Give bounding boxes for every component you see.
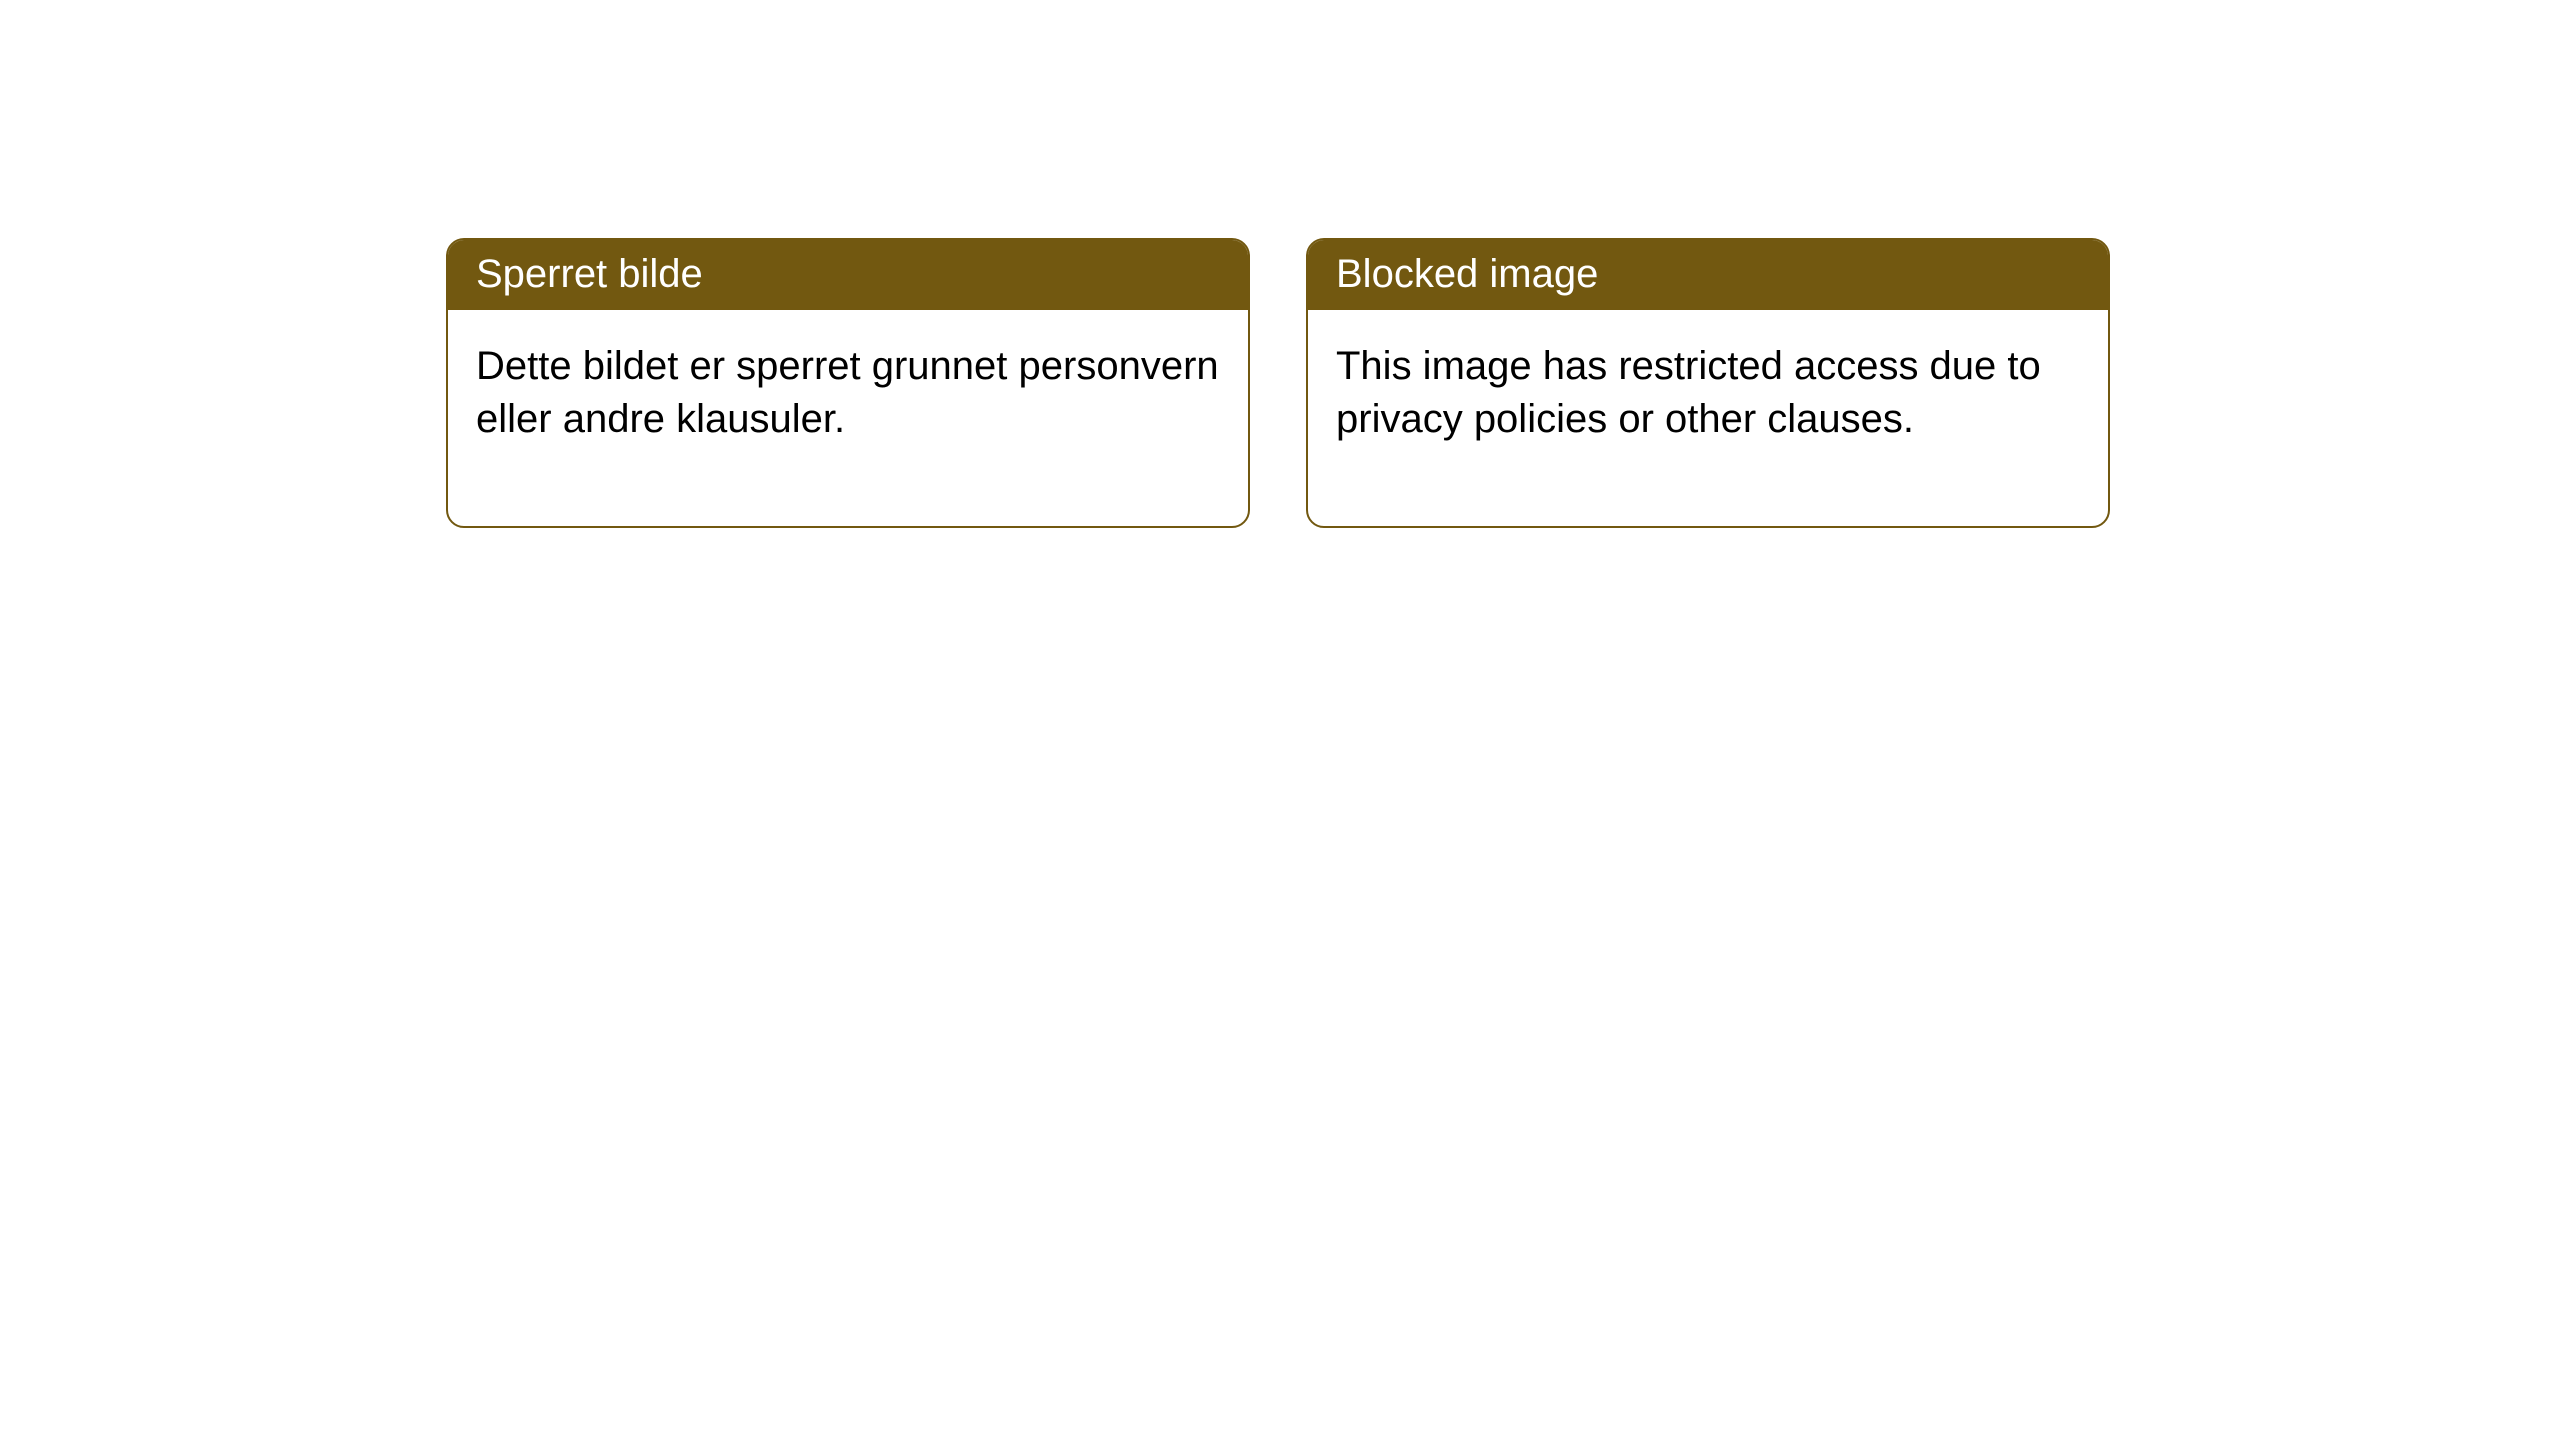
card-header: Blocked image xyxy=(1308,240,2108,310)
notice-card-norwegian: Sperret bilde Dette bildet er sperret gr… xyxy=(446,238,1250,528)
card-body-text: This image has restricted access due to … xyxy=(1308,310,2108,526)
notice-card-english: Blocked image This image has restricted … xyxy=(1306,238,2110,528)
notice-cards-container: Sperret bilde Dette bildet er sperret gr… xyxy=(0,0,2560,528)
card-body-text: Dette bildet er sperret grunnet personve… xyxy=(448,310,1248,526)
card-header: Sperret bilde xyxy=(448,240,1248,310)
